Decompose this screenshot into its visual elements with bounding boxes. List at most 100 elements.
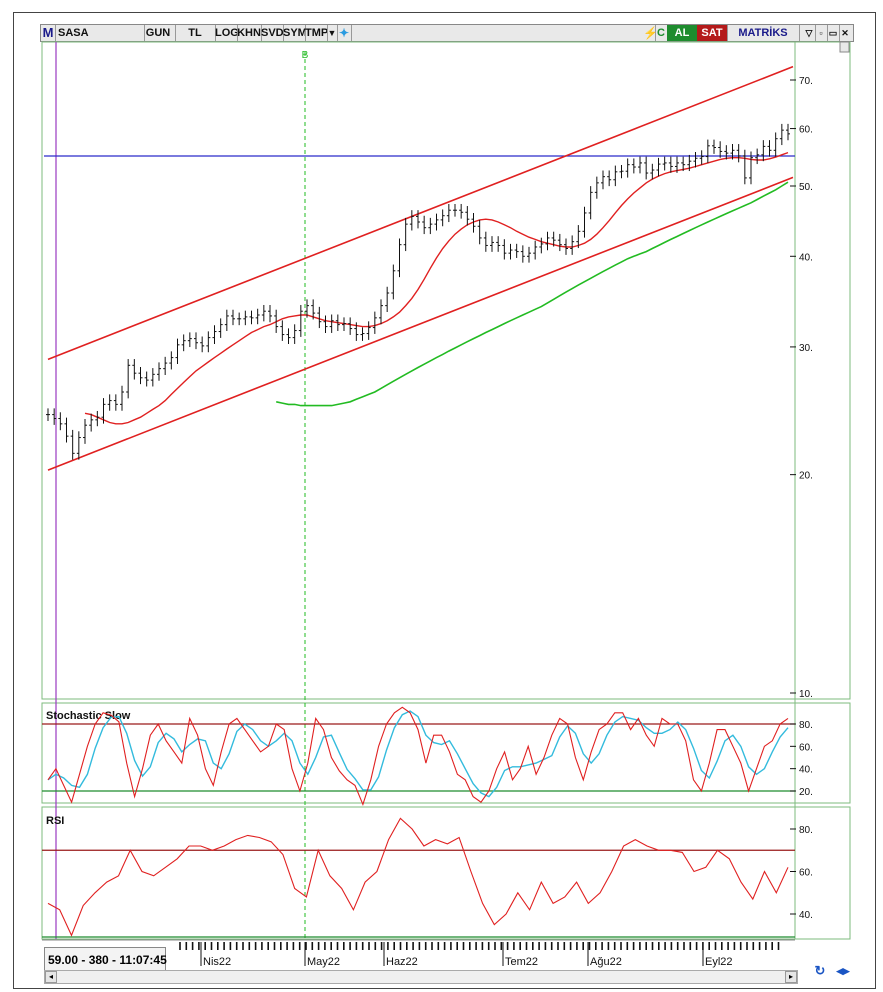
price-bar bbox=[687, 154, 692, 172]
price-bar bbox=[292, 324, 297, 344]
price-bar bbox=[329, 314, 334, 333]
price-bar bbox=[132, 359, 137, 380]
sell-button[interactable]: SAT bbox=[697, 25, 728, 41]
price-bar bbox=[286, 328, 291, 344]
price-bar bbox=[126, 359, 131, 399]
horizontal-scrollbar[interactable]: ◂ ▸ bbox=[44, 970, 798, 984]
price-bar bbox=[335, 314, 340, 331]
price-bar bbox=[120, 385, 124, 411]
khn-button[interactable]: KHN bbox=[237, 25, 262, 41]
price-tick-label: 50. bbox=[799, 182, 813, 193]
x-month-label: Ağu22 bbox=[590, 956, 622, 968]
price-bar bbox=[379, 299, 383, 325]
date-marker-label: B bbox=[302, 50, 309, 61]
scroll-right-icon[interactable]: ▸ bbox=[785, 971, 797, 983]
price-bar bbox=[607, 170, 612, 187]
price-tick-label: 40. bbox=[799, 252, 813, 263]
buy-button[interactable]: AL bbox=[667, 25, 698, 41]
price-bar bbox=[138, 366, 143, 385]
price-bar bbox=[638, 156, 642, 174]
price-bar bbox=[520, 245, 525, 263]
price-bar bbox=[582, 206, 587, 238]
rsi-line bbox=[47, 817, 789, 937]
price-bar bbox=[397, 238, 402, 278]
brand-label: MATRİKS bbox=[727, 25, 800, 41]
price-bar bbox=[52, 408, 57, 425]
price-bar bbox=[736, 144, 741, 163]
refresh-icon[interactable]: ↻ bbox=[814, 963, 826, 978]
price-bar bbox=[422, 215, 427, 235]
stochastic-tick-label: 20. bbox=[799, 787, 813, 798]
price-y-axis: 70. 60. 50. 40. 30. 20. 10. bbox=[790, 76, 813, 700]
price-bar bbox=[755, 148, 760, 165]
price-bar bbox=[218, 318, 223, 338]
price-bar bbox=[699, 150, 704, 165]
svd-button[interactable]: SVD bbox=[261, 25, 284, 41]
price-bar bbox=[274, 309, 279, 333]
price-bar bbox=[70, 429, 75, 460]
price-bar bbox=[564, 238, 568, 255]
price-tick-label: 10. bbox=[799, 689, 813, 700]
price-bar bbox=[83, 418, 87, 444]
price-bar bbox=[58, 412, 63, 431]
rsi-title: RSI bbox=[46, 815, 64, 827]
close-icon[interactable]: ✕ bbox=[841, 28, 849, 38]
price-bar bbox=[601, 170, 605, 190]
x-month-label: Haz22 bbox=[386, 956, 418, 968]
price-bar bbox=[576, 225, 581, 249]
panel-resize-handle[interactable] bbox=[839, 41, 850, 53]
status-readout: 59.00 - 380 - 11:07:45 bbox=[44, 947, 167, 971]
currency-button[interactable]: TL bbox=[175, 25, 216, 41]
price-bar bbox=[64, 417, 69, 443]
price-bar bbox=[403, 217, 408, 252]
price-tick-label: 60. bbox=[799, 125, 813, 136]
price-tick-label: 70. bbox=[799, 76, 813, 87]
stochastic-series bbox=[42, 706, 795, 806]
pan-arrows-icon[interactable]: ◂▸ bbox=[836, 963, 850, 978]
rsi-panel-frame bbox=[41, 806, 851, 940]
log-scale-button[interactable]: LOG bbox=[215, 25, 238, 41]
sym-button[interactable]: SYM bbox=[283, 25, 306, 41]
matriks-logo-icon: M bbox=[41, 25, 56, 41]
price-bar bbox=[588, 186, 593, 220]
price-bar bbox=[231, 309, 235, 326]
dropdown-arrow-icon[interactable]: ▼ bbox=[327, 25, 338, 41]
price-bar bbox=[409, 210, 414, 231]
price-bar bbox=[551, 231, 556, 247]
price-bar bbox=[786, 123, 790, 141]
price-bar bbox=[594, 176, 599, 199]
ma-long-line bbox=[276, 181, 789, 407]
stochastic-d-line bbox=[47, 710, 789, 798]
symbol-selector[interactable]: SASA bbox=[55, 25, 145, 41]
price-bar bbox=[428, 217, 433, 235]
price-bar bbox=[187, 332, 192, 348]
price-bar bbox=[243, 310, 248, 326]
price-bar bbox=[298, 304, 303, 337]
price-bar bbox=[89, 413, 94, 432]
tmp-button[interactable]: TMP bbox=[305, 25, 328, 41]
minimize-icon[interactable]: ▫ bbox=[815, 25, 828, 41]
price-bar bbox=[644, 156, 649, 180]
price-bar bbox=[46, 408, 50, 421]
price-bar bbox=[477, 220, 482, 245]
stochastic-tick-label: 80. bbox=[799, 720, 813, 731]
price-bar bbox=[416, 210, 420, 229]
rsi-tick-label: 80. bbox=[799, 825, 813, 836]
price-bar bbox=[113, 394, 118, 411]
price-bar bbox=[773, 132, 778, 157]
twitter-bird-icon[interactable]: ✦ bbox=[337, 25, 352, 41]
lightning-icon[interactable]: ⚡ bbox=[643, 25, 656, 41]
price-bar bbox=[101, 398, 106, 424]
date-x-axis: Nis22 May22 Haz22 Tem22 Ağu22 Eyl22 bbox=[42, 939, 795, 968]
price-bar bbox=[539, 237, 544, 254]
rsi-tick-label: 40. bbox=[799, 910, 813, 921]
chevron-down-icon[interactable]: ▽ bbox=[803, 25, 816, 41]
price-bar bbox=[761, 140, 766, 162]
restore-icon[interactable]: ▭ bbox=[827, 25, 840, 41]
price-bar bbox=[483, 231, 488, 252]
scroll-left-icon[interactable]: ◂ bbox=[45, 971, 57, 983]
price-bar bbox=[391, 264, 396, 300]
period-button[interactable]: GUN bbox=[141, 25, 176, 41]
price-bar bbox=[249, 310, 254, 325]
